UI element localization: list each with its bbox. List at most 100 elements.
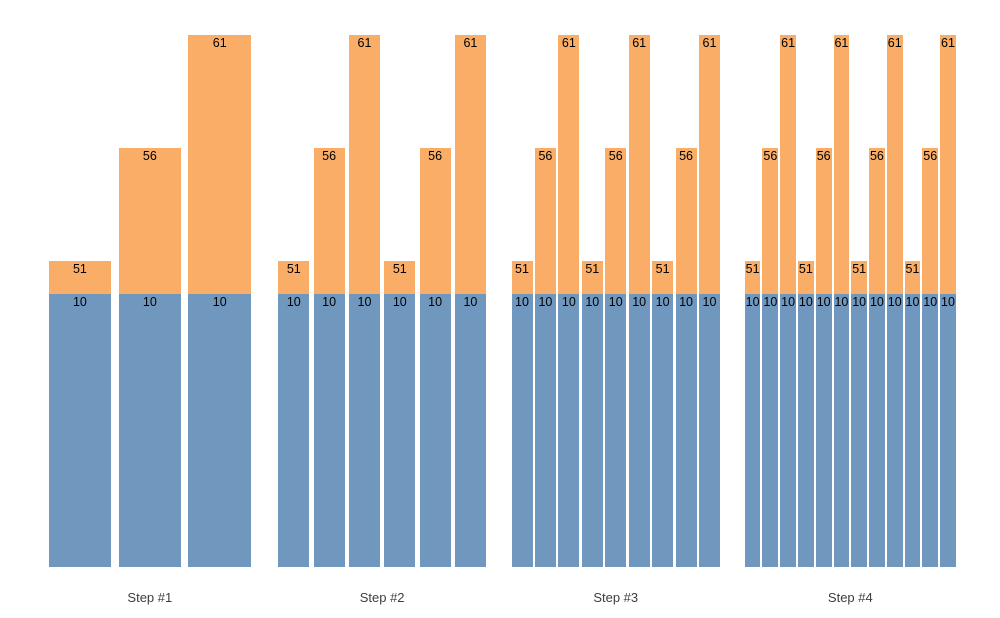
bar-segment-top: 56 xyxy=(675,147,697,294)
bar-segment-top: 56 xyxy=(534,147,556,294)
bar-segment-base: 10 xyxy=(384,294,416,567)
bar-segment-top: 61 xyxy=(454,34,486,294)
x-axis-label: Step #1 xyxy=(127,590,173,605)
x-axis-label: Step #2 xyxy=(359,590,405,605)
bar-total-label: 61 xyxy=(561,36,576,50)
bar-group: 51 10 56 10 61 10 Step #1 xyxy=(48,34,251,605)
bar-total-label: 51 xyxy=(286,262,301,276)
bar-base-label: 10 xyxy=(142,294,157,309)
bar-total-label: 61 xyxy=(887,36,902,50)
bar-base-label: 10 xyxy=(887,294,902,309)
bar-segment-base: 10 xyxy=(188,294,251,567)
bar-base-label: 10 xyxy=(392,294,407,309)
bar-segment-base: 10 xyxy=(869,294,885,567)
bar-base-label: 10 xyxy=(538,294,553,309)
bar-segment-top: 61 xyxy=(833,34,850,294)
bar-segment-base: 10 xyxy=(534,294,556,567)
stacked-bar: 56 10 xyxy=(419,35,451,567)
x-axis-label: Step #3 xyxy=(593,590,639,605)
stacked-bar: 61 10 xyxy=(348,34,380,567)
bar-base-label: 10 xyxy=(585,294,600,309)
bar-segment-base: 10 xyxy=(797,294,814,567)
bar-segment-base: 10 xyxy=(313,294,345,567)
bar-segment-top: 61 xyxy=(558,34,580,294)
bar-total-label: 61 xyxy=(212,36,227,50)
bar-total-label: 51 xyxy=(745,262,760,276)
stacked-bar: 61 10 xyxy=(699,34,720,567)
bar-base-label: 10 xyxy=(212,294,227,309)
stacked-bar: 56 10 xyxy=(675,35,697,567)
bar-segment-base: 10 xyxy=(886,294,903,567)
bar-base-label: 10 xyxy=(561,294,576,309)
bar-total-label: 51 xyxy=(852,262,867,276)
stacked-bar: 56 10 xyxy=(815,35,832,567)
bar-segment-base: 10 xyxy=(348,294,380,567)
bar-segment-base: 10 xyxy=(940,294,956,567)
bar-segment-base: 10 xyxy=(118,294,182,567)
x-axis-label: Step #4 xyxy=(827,590,873,605)
bar-total-label: 56 xyxy=(763,149,778,163)
bar-total-label: 56 xyxy=(923,149,938,163)
bar-segment-base: 10 xyxy=(780,294,797,567)
bar-segment-top: 61 xyxy=(886,34,903,294)
bar-segment-top: 51 xyxy=(581,260,603,294)
bar-segment-base: 10 xyxy=(605,294,627,567)
bar-segment-top: 51 xyxy=(384,260,416,294)
bar-total-label: 61 xyxy=(463,36,478,50)
stacked-bar: 61 10 xyxy=(833,34,850,567)
stacked-bar: 61 10 xyxy=(558,34,580,567)
stacked-bar: 61 10 xyxy=(940,34,956,567)
bar-segment-base: 10 xyxy=(833,294,850,567)
bar-segment-base: 10 xyxy=(511,294,533,567)
stacked-bar: 61 10 xyxy=(780,34,797,567)
bar-segment-base: 10 xyxy=(454,294,486,567)
bar-segment-base: 10 xyxy=(744,294,761,567)
bar-segment-top: 51 xyxy=(278,260,310,294)
bar-total-label: 51 xyxy=(585,262,600,276)
bar-total-label: 51 xyxy=(72,262,87,276)
bar-segment-base: 10 xyxy=(699,294,720,567)
stacked-bar: 56 10 xyxy=(534,35,556,567)
bar-base-label: 10 xyxy=(745,294,760,309)
bar-total-label: 61 xyxy=(357,36,372,50)
bar-segment-top: 56 xyxy=(419,147,451,294)
bar-segment-top: 61 xyxy=(188,34,251,294)
bar-segment-top: 56 xyxy=(869,147,885,294)
bar-segment-top: 51 xyxy=(48,260,112,294)
bar-total-label: 61 xyxy=(834,36,849,50)
bar-total-label: 56 xyxy=(322,149,337,163)
bar-total-label: 61 xyxy=(941,36,955,50)
bar-segment-top: 61 xyxy=(940,34,956,294)
stacked-bar: 56 10 xyxy=(313,35,345,567)
stacked-bar: 61 10 xyxy=(188,34,251,567)
stacked-bar: 51 10 xyxy=(511,35,533,567)
bar-base-label: 10 xyxy=(852,294,867,309)
bar-segment-base: 10 xyxy=(815,294,832,567)
bar-segment-base: 10 xyxy=(922,294,939,567)
stacked-bar: 56 10 xyxy=(118,35,182,567)
stacked-bar: 51 10 xyxy=(652,35,674,567)
stacked-bar: 51 10 xyxy=(744,35,761,567)
bar-segment-base: 10 xyxy=(675,294,697,567)
bar-base-label: 10 xyxy=(923,294,938,309)
bar-base-label: 10 xyxy=(816,294,831,309)
bar-segment-base: 10 xyxy=(904,294,921,567)
bar-total-label: 51 xyxy=(655,262,670,276)
stacked-bar: 61 10 xyxy=(628,34,650,567)
stacked-bar: 51 10 xyxy=(904,35,921,567)
bar-segment-base: 10 xyxy=(48,294,112,567)
bar-base-label: 10 xyxy=(941,294,955,309)
bar-segment-top: 56 xyxy=(815,147,832,294)
stacked-bar: 51 10 xyxy=(384,35,416,567)
bar-segment-base: 10 xyxy=(419,294,451,567)
bar-total-label: 56 xyxy=(679,149,694,163)
bar-segment-top: 61 xyxy=(780,34,797,294)
bar-base-label: 10 xyxy=(357,294,372,309)
bar-total-label: 56 xyxy=(869,149,884,163)
bar-base-label: 10 xyxy=(781,294,796,309)
bar-base-label: 10 xyxy=(608,294,623,309)
bar-base-label: 10 xyxy=(72,294,87,309)
bar-segment-base: 10 xyxy=(558,294,580,567)
bar-segment-base: 10 xyxy=(851,294,868,567)
